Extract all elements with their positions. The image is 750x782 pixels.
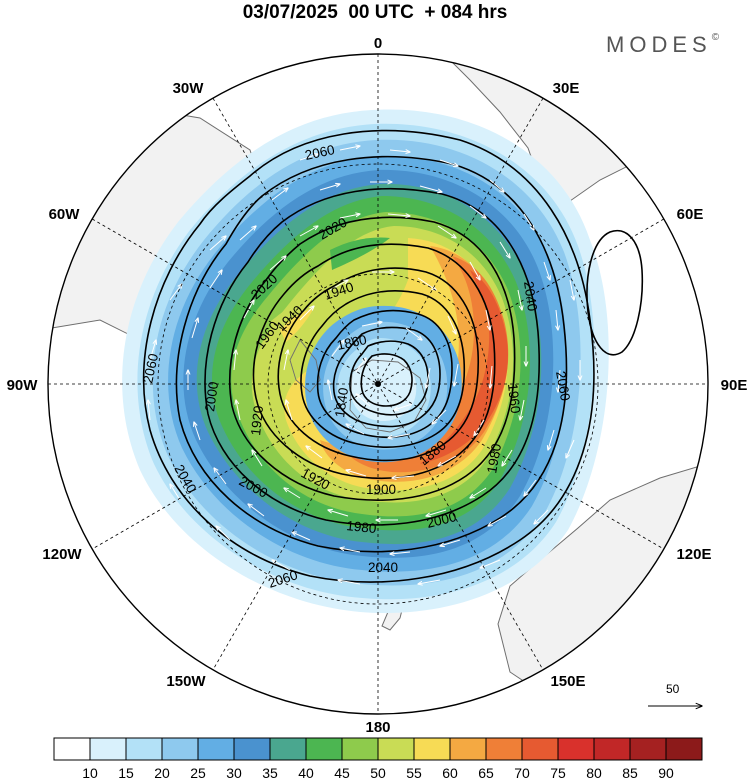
contour-labels: 2060 2060 2060 2060 2040 2040 2040 2020 …: [140, 142, 573, 591]
colorbar-label: 25: [190, 765, 206, 781]
contour-label: 2000: [202, 381, 221, 413]
lon-label-120e: 120E: [676, 546, 711, 563]
colorbar-label: 85: [622, 765, 638, 781]
contour-1880: [349, 340, 429, 416]
contour-label: 2060: [553, 370, 573, 402]
contour-label: 1900: [366, 482, 396, 497]
contour-label: 2040: [521, 280, 540, 312]
lon-label-120w: 120W: [42, 546, 82, 563]
contour-label: 1860: [336, 332, 369, 353]
colorbar-box: [485, 737, 523, 761]
colorbar-box: [161, 737, 199, 761]
colorbar-label: 90: [658, 765, 674, 781]
colorbar-box: [629, 737, 667, 761]
wind-vectors: [148, 146, 580, 584]
colorbar-label: 80: [586, 765, 602, 781]
contour-label: 2040: [368, 560, 398, 575]
colorbar-box: [305, 737, 343, 761]
copyright-mark: ©: [711, 32, 720, 43]
colorbar-label: 15: [118, 765, 134, 781]
lon-label-150e: 150E: [550, 673, 585, 690]
coastlines: [289, 339, 427, 433]
contour-1980: [252, 243, 496, 480]
lon-label-0: 0: [374, 35, 382, 52]
polar-map: 2060 2060 2060 2060 2040 2040 2040 2020 …: [7, 35, 748, 736]
colorbar-box: [341, 737, 379, 761]
contour-1940: [300, 290, 466, 448]
contour-1920: [316, 309, 453, 439]
lon-label-90w: 90W: [7, 377, 39, 394]
colorbar-box: [593, 737, 631, 761]
contour-label: 1920: [248, 405, 266, 436]
colorbar-label: 55: [406, 765, 422, 781]
colorbar-boxes: [53, 737, 703, 761]
south-pole-marker: [375, 381, 381, 387]
peninsula-coast: [289, 339, 321, 393]
contour-label: 1980: [346, 518, 377, 536]
lon-label-30w: 30W: [173, 80, 205, 97]
colorbar-label: 10: [82, 765, 98, 781]
colorbar-box: [233, 737, 271, 761]
map-disc: 2060 2060 2060 2060 2040 2040 2040 2020 …: [48, 54, 708, 714]
contour-2020: [204, 187, 541, 526]
colorbar-box: [377, 737, 415, 761]
colorbar-box: [665, 737, 703, 761]
longitude-labels: 0 30E 60E 90E 120E 150E 180 150W 120W 90…: [7, 35, 748, 736]
colorbar-box: [413, 737, 451, 761]
colorbar-label: 20: [154, 765, 170, 781]
lon-label-150w: 150W: [166, 673, 206, 690]
colorbar-label: 45: [334, 765, 350, 781]
lon-label-180: 180: [365, 719, 390, 736]
antarctica-coast: [349, 359, 427, 433]
colorbar-label: 30: [226, 765, 242, 781]
lon-label-90e: 90E: [721, 377, 748, 394]
map-title: 03/07/2025 00 UTC + 084 hrs: [242, 2, 508, 23]
contour-label: 2000: [425, 509, 458, 531]
colorbar-label: 65: [478, 765, 494, 781]
colorbar-box: [53, 737, 91, 761]
colorbar-box: [125, 737, 163, 761]
colorbar-label: 60: [442, 765, 458, 781]
contour-label: 2060: [140, 352, 161, 385]
contour-label: 1840: [332, 387, 351, 419]
colorbar-label: 50: [370, 765, 386, 781]
contour-1960: [277, 267, 480, 462]
colorbar-box: [269, 737, 307, 761]
colorbar-box: [197, 737, 235, 761]
map-boundary: [47, 53, 709, 715]
colorbar-labels: 10 15 20 25 30 35 40 45 50 55 60 65 70 75 80 85 90: [82, 765, 674, 781]
contour-label: 1980: [484, 442, 504, 474]
reference-vector: 50: [648, 682, 702, 706]
reference-vector-label: 50: [666, 682, 680, 696]
colorbar-box: [521, 737, 559, 761]
contour-1900: [332, 326, 441, 428]
contour-2060-closed-east: [586, 229, 644, 356]
brand-name: MODES: [606, 32, 712, 57]
lon-label-60e: 60E: [677, 206, 704, 223]
contour-2060: [142, 129, 595, 583]
contour-label: 2060: [304, 142, 337, 163]
colorbar-label: 35: [262, 765, 278, 781]
brand-logo: MODES©: [606, 32, 719, 58]
colorbar-box: [557, 737, 595, 761]
contour-label: 1960: [505, 383, 523, 414]
colorbar-box: [89, 737, 127, 761]
lon-label-60w: 60W: [49, 206, 81, 223]
colorbar-label: 75: [550, 765, 566, 781]
colorbar-box: [449, 737, 487, 761]
colorbar-label: 40: [298, 765, 314, 781]
lon-label-30e: 30E: [553, 80, 580, 97]
contour-2000: [228, 216, 516, 501]
contour-1860: [360, 353, 413, 407]
colorbar-label: 70: [514, 765, 530, 781]
